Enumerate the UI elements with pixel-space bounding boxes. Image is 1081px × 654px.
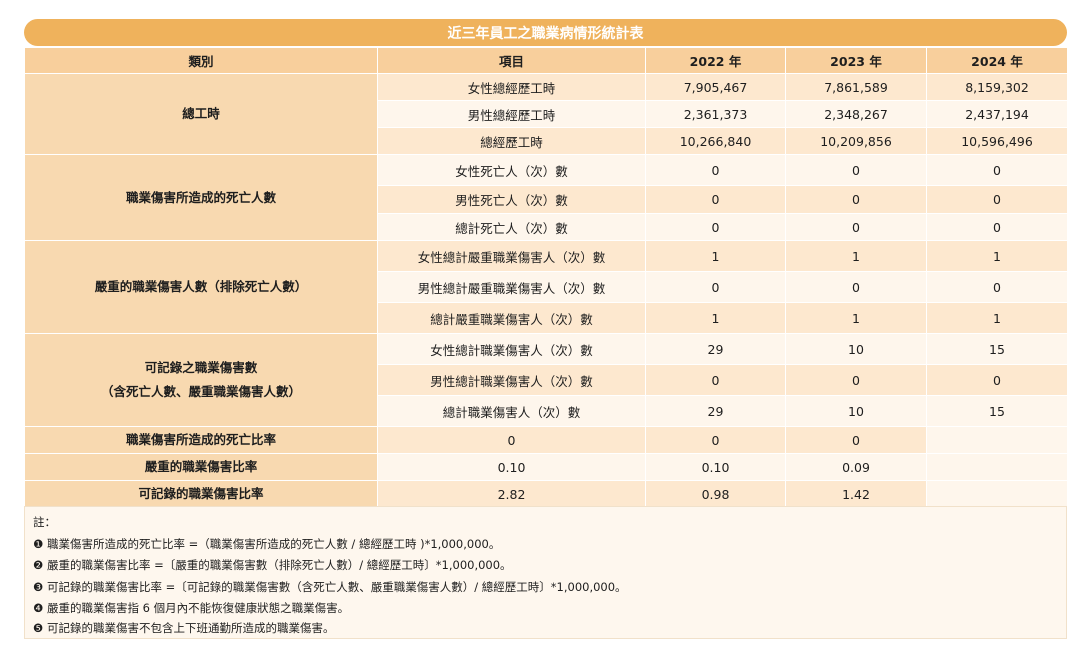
value-2023: 0 [785,154,927,186]
value-2024: 2,437,194 [926,100,1068,128]
rate-value [926,480,1068,508]
value-2022: 0 [645,271,786,303]
value-2022: 7,905,467 [645,73,786,101]
value-2023: 7,861,589 [785,73,927,101]
value-2024: 1 [926,302,1068,334]
value-2024: 0 [926,364,1068,396]
rate-row: 可記錄的職業傷害比率 2.82 0.98 1.42 [24,480,1068,508]
category-total-hours: 總工時 [24,73,378,155]
value-2022: 1 [645,240,786,272]
table-row: 男性總經歷工時 2,361,373 2,348,267 2,437,194 [25,100,1068,128]
header-year-2022: 2022 年 [645,47,786,74]
item-cell: 男性總計嚴重職業傷害人（次）數 [377,271,646,303]
header-row: 類別 項目 2022 年 2023 年 2024 年 [24,47,1068,74]
item-cell: 男性總經歷工時 [377,100,646,128]
item-cell: 女性總計嚴重職業傷害人（次）數 [377,240,646,272]
rate-value: 0.10 [377,453,646,481]
rate-value: 1.42 [785,480,927,508]
value-2022: 0 [645,185,786,214]
item-cell: 總經歷工時 [377,127,646,155]
value-2022: 2,361,373 [645,100,786,128]
value-2023: 10,209,856 [785,127,927,155]
value-2022: 1 [645,302,786,334]
value-2023: 0 [785,364,927,396]
rate-value [926,426,1068,454]
rate-row: 嚴重的職業傷害比率 0.10 0.10 0.09 [24,453,1068,481]
item-cell: 女性總經歷工時 [377,73,646,101]
table-row: 總計職業傷害人（次）數 29 10 15 [25,395,1068,427]
item-cell: 總計嚴重職業傷害人（次）數 [377,302,646,334]
value-2022: 0 [645,364,786,396]
rate-category: 職業傷害所造成的死亡比率 [24,426,378,454]
value-2024: 15 [926,333,1068,365]
note-item: ❸ 可記錄的職業傷害比率 =〔可記錄的職業傷害數（含死亡人數、嚴重職業傷害人數）… [33,580,627,594]
value-2023: 10 [785,333,927,365]
item-cell: 女性死亡人（次）數 [377,154,646,186]
table-row: 總經歷工時 10,266,840 10,209,856 10,596,496 [25,127,1068,155]
category-recordable-injuries: 可記錄之職業傷害數 （含死亡人數、嚴重職業傷害人數） [24,333,378,427]
value-2022: 0 [645,154,786,186]
item-cell: 女性總計職業傷害人（次）數 [377,333,646,365]
note-item: ❹ 嚴重的職業傷害指 6 個月內不能恢復健康狀態之職業傷害。 [33,601,350,615]
rate-row: 職業傷害所造成的死亡比率 0 0 0 [24,426,1068,454]
value-2024: 10,596,496 [926,127,1068,155]
header-category: 類別 [24,47,378,74]
value-2023: 0 [785,271,927,303]
rate-category: 嚴重的職業傷害比率 [24,453,378,481]
notes-label: 註： [33,515,56,529]
value-2022: 0 [645,213,786,241]
value-2023: 10 [785,395,927,427]
note-item: ❷ 嚴重的職業傷害比率 =〔嚴重的職業傷害數（排除死亡人數）/ 總經歷工時〕*1… [33,558,512,572]
note-item: ❶ 職業傷害所造成的死亡比率 =（職業傷害所造成的死亡人數 / 總經歷工時 )*… [33,537,501,551]
rate-category: 可記錄的職業傷害比率 [24,480,378,508]
value-2022: 29 [645,395,786,427]
header-year-2023: 2023 年 [785,47,927,74]
value-2023: 1 [785,302,927,334]
value-2022: 29 [645,333,786,365]
header-year-2024: 2024 年 [926,47,1068,74]
table-title: 近三年員工之職業病情形統計表 [24,19,1067,46]
value-2024: 8,159,302 [926,73,1068,101]
item-cell: 男性死亡人（次）數 [377,185,646,214]
table-row: 總工時 女性總經歷工時 7,905,467 7,861,589 8,159,30… [24,73,1068,155]
table-row: 總計死亡人（次）數 0 0 0 [25,213,1068,241]
category-fatalities: 職業傷害所造成的死亡人數 [24,154,378,241]
rate-value: 0.98 [645,480,786,508]
table-row: 可記錄之職業傷害數 （含死亡人數、嚴重職業傷害人數） 女性總計職業傷害人（次）數… [24,333,1068,427]
item-cell: 男性總計職業傷害人（次）數 [377,364,646,396]
category-line-2: （含死亡人數、嚴重職業傷害人數） [100,384,301,399]
table-row: 嚴重的職業傷害人數（排除死亡人數） 女性總計嚴重職業傷害人（次）數 1 1 1 [24,240,1068,334]
rate-value: 0 [645,426,786,454]
value-2024: 0 [926,185,1068,214]
value-2024: 0 [926,213,1068,241]
table-row: 職業傷害所造成的死亡人數 女性死亡人（次）數 0 0 0 [24,154,1068,241]
category-line-1: 可記錄之職業傷害數 [144,360,258,375]
rate-value [926,453,1068,481]
value-2022: 10,266,840 [645,127,786,155]
table-row: 男性死亡人（次）數 0 0 0 [25,185,1068,214]
category-serious-injuries: 嚴重的職業傷害人數（排除死亡人數） [24,240,378,334]
notes-box: 註： ❶ 職業傷害所造成的死亡比率 =（職業傷害所造成的死亡人數 / 總經歷工時… [24,506,1067,639]
table-row: 男性總計嚴重職業傷害人（次）數 0 0 0 [25,271,1068,303]
note-item: ❺ 可記錄的職業傷害不包含上下班通勤所造成的職業傷害。 [33,621,335,635]
rate-value: 0 [785,426,927,454]
rate-value: 2.82 [377,480,646,508]
table-row: 總計嚴重職業傷害人（次）數 1 1 1 [25,302,1068,334]
item-cell: 總計死亡人（次）數 [377,213,646,241]
rate-value: 0.10 [645,453,786,481]
rate-value: 0 [377,426,646,454]
value-2024: 0 [926,154,1068,186]
value-2023: 0 [785,185,927,214]
value-2023: 0 [785,213,927,241]
value-2023: 1 [785,240,927,272]
item-cell: 總計職業傷害人（次）數 [377,395,646,427]
value-2024: 1 [926,240,1068,272]
value-2024: 0 [926,271,1068,303]
rate-value: 0.09 [785,453,927,481]
header-item: 項目 [377,47,646,74]
value-2024: 15 [926,395,1068,427]
occupational-injury-table: 類別 項目 2022 年 2023 年 2024 年 總工時 女性總經歷工時 7… [24,47,1068,508]
value-2023: 2,348,267 [785,100,927,128]
